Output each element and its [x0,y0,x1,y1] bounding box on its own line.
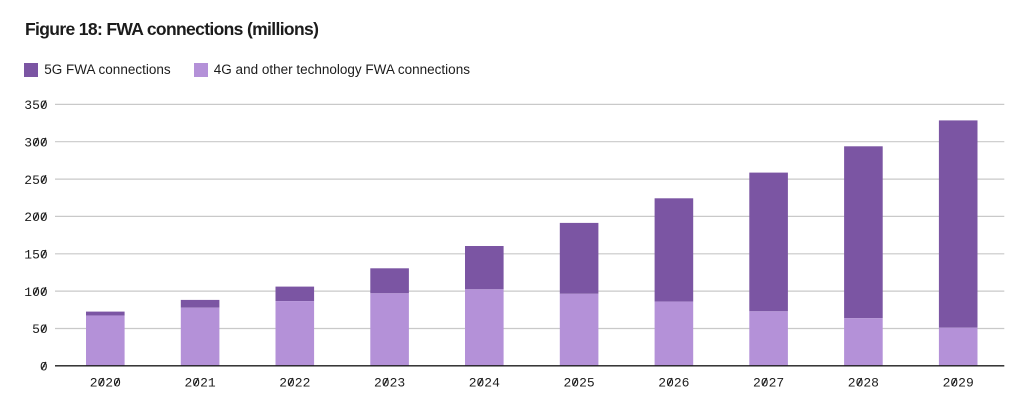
svg-text:150: 150 [24,248,47,263]
svg-text:2029: 2029 [943,376,974,391]
svg-text:2024: 2024 [469,376,500,391]
svg-text:2021: 2021 [184,376,215,391]
svg-text:2025: 2025 [563,376,594,391]
svg-text:2028: 2028 [848,376,879,391]
svg-text:2027: 2027 [753,376,784,391]
svg-text:2026: 2026 [658,376,689,391]
svg-text:2023: 2023 [374,376,405,391]
svg-text:350: 350 [24,98,47,113]
svg-text:2020: 2020 [90,376,121,391]
svg-text:2022: 2022 [279,376,310,391]
svg-text:250: 250 [24,173,47,188]
svg-text:50: 50 [32,322,48,337]
